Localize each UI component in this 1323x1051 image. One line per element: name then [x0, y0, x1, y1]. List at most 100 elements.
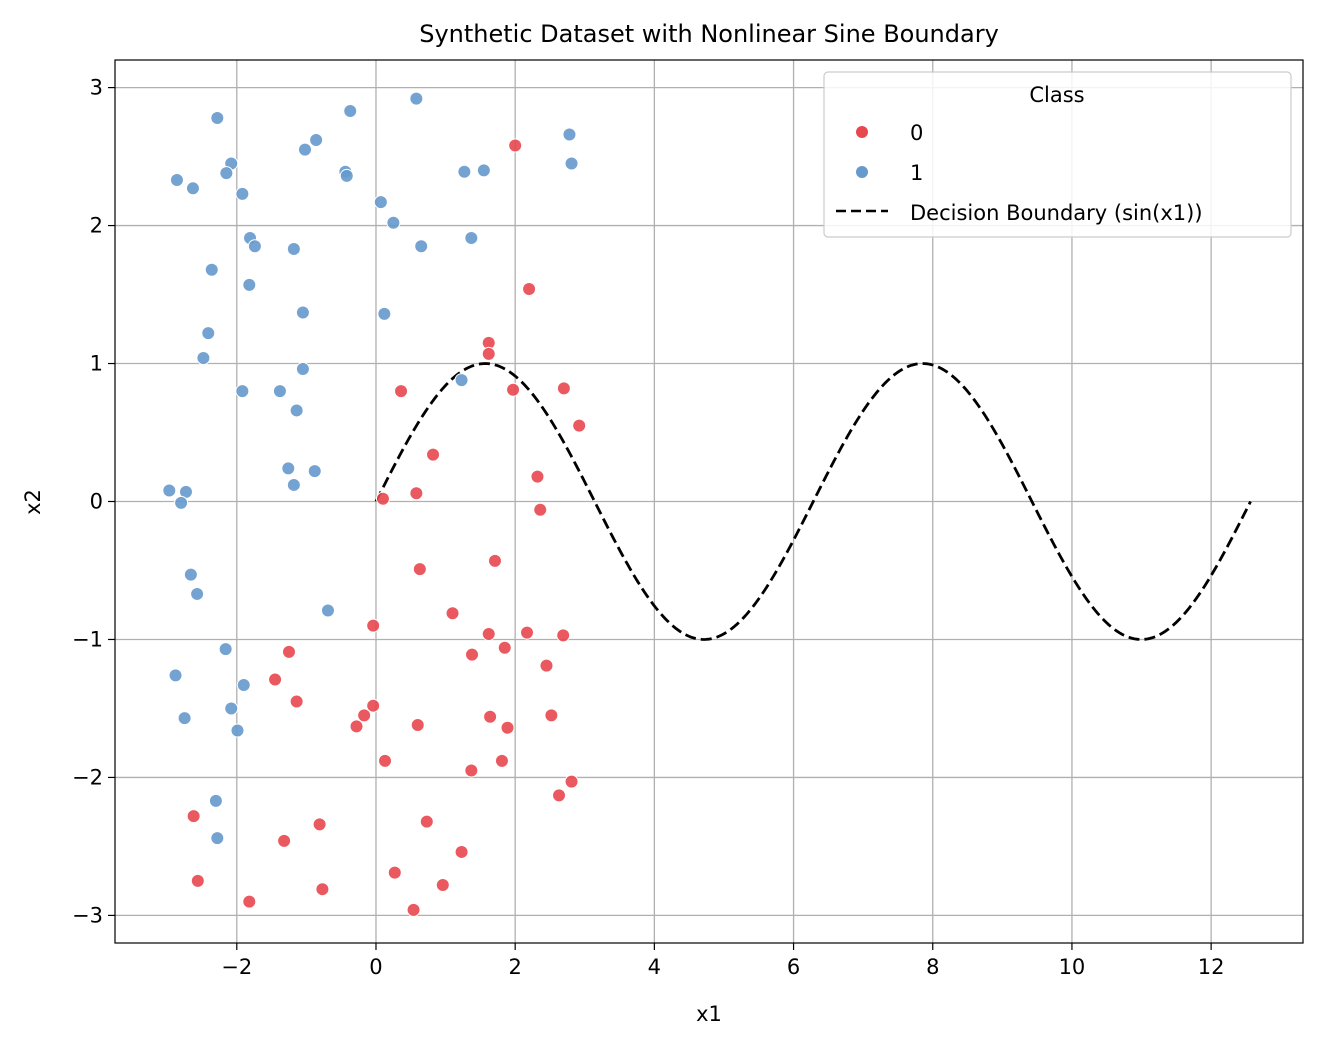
x-axis-label: x1	[696, 1002, 722, 1026]
class-0-point	[410, 718, 425, 733]
class-0-point	[412, 562, 427, 577]
class-0-point	[366, 698, 381, 713]
class-0-point	[508, 138, 523, 153]
class-1-point	[307, 464, 322, 479]
class-1-point	[564, 156, 579, 171]
class-1-point	[224, 701, 239, 716]
class-1-point	[235, 384, 250, 399]
y-tick-label: 2	[90, 214, 103, 238]
class-1-point	[286, 242, 301, 257]
legend-label-class-1: 1	[910, 161, 923, 185]
class-1-point	[377, 306, 392, 321]
decision-boundary-line	[374, 362, 1252, 641]
class-1-point	[409, 91, 424, 106]
class-1-point	[386, 215, 401, 230]
class-1-point	[235, 186, 250, 201]
class-1-point	[219, 166, 234, 181]
class-1-point	[373, 195, 388, 210]
class-0-point	[445, 606, 460, 621]
x-tick-label: 4	[648, 955, 661, 979]
legend-label-boundary: Decision Boundary (sin(x1))	[910, 201, 1203, 225]
chart-title: Synthetic Dataset with Nonlinear Sine Bo…	[419, 20, 999, 48]
class-1-point	[204, 262, 219, 277]
class-1-point	[286, 477, 301, 492]
class-1-point	[174, 495, 189, 510]
class-0-point	[564, 774, 579, 789]
x-tick-label: 6	[787, 955, 800, 979]
class-1-point	[210, 110, 225, 125]
class-1-point	[201, 326, 216, 341]
class-0-point	[552, 788, 567, 803]
class-0-point	[281, 644, 296, 659]
y-tick-label: 0	[90, 490, 103, 514]
class-0-point	[522, 282, 537, 297]
class-0-point	[487, 553, 502, 568]
class-0-point	[454, 844, 469, 859]
class-0-point	[387, 865, 402, 880]
y-tick-label: 1	[90, 352, 103, 376]
class-0-point	[312, 817, 327, 832]
class-0-point	[481, 626, 496, 641]
class-1-point	[281, 461, 296, 476]
y-axis-ticks: −3 −2 −1 0 1 2 3	[72, 76, 115, 927]
legend-box	[823, 71, 1292, 238]
class-1-point	[190, 586, 205, 601]
class-1-point	[230, 723, 245, 738]
class-1-point	[169, 173, 184, 188]
class-1-point	[162, 483, 177, 498]
class-0-point	[406, 902, 421, 917]
class-0-point	[539, 658, 554, 673]
class-0-point	[186, 809, 201, 824]
x-tick-label: −2	[221, 955, 252, 979]
class-1-point	[218, 642, 233, 657]
class-1-point	[208, 793, 223, 808]
class-0-point	[419, 814, 434, 829]
class-1-point	[289, 403, 304, 418]
class-1-point	[196, 351, 211, 366]
class-0-point	[544, 708, 559, 723]
legend: Class 0 1 Decision Boundary (sin(x1))	[823, 71, 1292, 238]
class-0-point	[464, 763, 479, 778]
class-1-point	[309, 133, 324, 148]
x-tick-label: 2	[508, 955, 521, 979]
class-0-point	[349, 719, 364, 734]
class-1-point	[210, 831, 225, 846]
class-0-point	[481, 346, 496, 361]
decision-boundary-layer	[374, 362, 1252, 641]
class-1-point	[183, 567, 198, 582]
class-0-point	[242, 894, 257, 909]
class-1-point	[177, 711, 192, 726]
class-1-point	[562, 127, 577, 142]
legend-label-class-0: 0	[910, 121, 923, 145]
class-0-point	[465, 647, 480, 662]
class-0-point	[394, 384, 409, 399]
class-0-point	[530, 469, 545, 484]
class-1-point	[272, 384, 287, 399]
y-tick-label: 3	[90, 76, 103, 100]
class-1-point	[295, 362, 310, 377]
class-0-point	[289, 694, 304, 709]
class-0-point	[366, 618, 381, 633]
class-0-point	[572, 418, 587, 433]
class-0-point	[497, 640, 512, 655]
y-axis-label: x2	[21, 489, 45, 515]
x-tick-label: 10	[1059, 955, 1086, 979]
class-0-point	[520, 625, 535, 640]
class-1-point	[476, 163, 491, 178]
y-tick-label: −2	[72, 765, 103, 789]
class-0-point	[315, 882, 330, 897]
class-0-point	[533, 502, 548, 517]
legend-title: Class	[1029, 83, 1084, 107]
x-tick-label: 0	[369, 955, 382, 979]
y-tick-label: −1	[72, 627, 103, 651]
class-0-point	[190, 873, 205, 888]
class-1-point	[414, 239, 429, 254]
class-0-point	[426, 447, 441, 462]
class-0-point	[409, 486, 424, 501]
class-0-point	[378, 753, 393, 768]
class-1-point	[339, 168, 354, 183]
class-0-point	[483, 709, 498, 724]
x-tick-label: 12	[1198, 955, 1225, 979]
class-0-point	[268, 672, 283, 687]
